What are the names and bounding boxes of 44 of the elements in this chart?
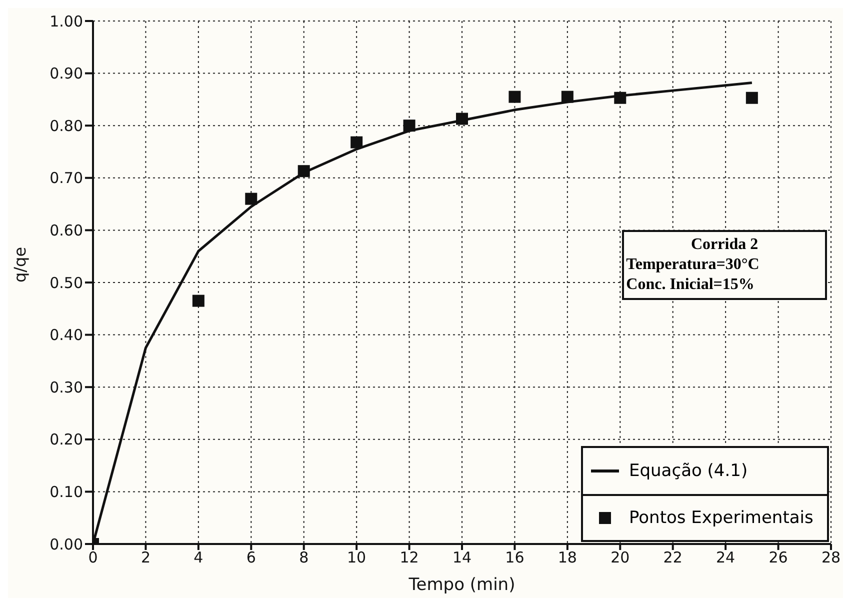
point [561, 90, 574, 103]
y-tick-label: 0.20 [50, 430, 83, 449]
x-tick-label: 16 [505, 548, 524, 567]
annotation: Corrida 2 [690, 235, 760, 256]
x-tick-label: 2 [140, 548, 150, 567]
y-tick-label: 0.40 [50, 326, 83, 344]
point [245, 192, 258, 205]
x-tick-label: 14 [452, 548, 472, 567]
y-tick-label: 1.00 [50, 12, 83, 30]
point [350, 136, 363, 148]
y-tick-label: 0.90 [50, 64, 83, 83]
note-box: Corrida 2 Temperatura=30°C Conc. Inicial=15% [622, 230, 827, 300]
x-tick-label: 4 [194, 548, 204, 567]
y-tick-label: 0.30 [50, 378, 83, 396]
x-tick-label: 0 [88, 548, 98, 567]
x-tick-label: 22 [663, 548, 682, 567]
annotation: Conc. Inicial=15% [626, 275, 756, 296]
legend-label: Equação (4.1) [629, 461, 748, 481]
x-tick-label: 20 [610, 548, 630, 567]
y-axis-title: q/qe [10, 246, 30, 282]
x-tick-label: 24 [716, 548, 736, 567]
y-tick-label: 0.00 [50, 535, 83, 554]
x-tick-label: 6 [246, 548, 256, 567]
y-tick-label: 0.60 [50, 222, 83, 240]
point [403, 120, 416, 132]
legend-label: Pontos Experimentais [629, 508, 814, 528]
x-tick-label: 8 [299, 548, 309, 567]
y-tick-label: 0.70 [50, 169, 83, 188]
point [508, 90, 521, 103]
y-tick-label: 0.50 [50, 274, 83, 292]
point [298, 165, 310, 178]
x-axis-title: Tempo (min) [408, 575, 516, 595]
point [456, 112, 468, 125]
x-tick-label: 28 [821, 548, 841, 567]
x-tick-label: 18 [558, 548, 577, 567]
x-tick-label: 26 [768, 548, 788, 567]
x-tick-label: 12 [400, 548, 419, 567]
point [614, 92, 626, 104]
point [192, 294, 204, 307]
y-tick-label: 0.80 [50, 116, 83, 135]
y-tick-label: 0.10 [50, 483, 83, 502]
point [746, 92, 758, 104]
x-tick-label: 10 [347, 548, 366, 567]
annotation: Temperatura=30°C [626, 255, 760, 276]
